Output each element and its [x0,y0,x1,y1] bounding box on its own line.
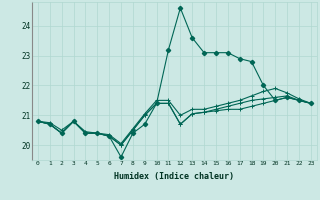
X-axis label: Humidex (Indice chaleur): Humidex (Indice chaleur) [115,172,234,181]
